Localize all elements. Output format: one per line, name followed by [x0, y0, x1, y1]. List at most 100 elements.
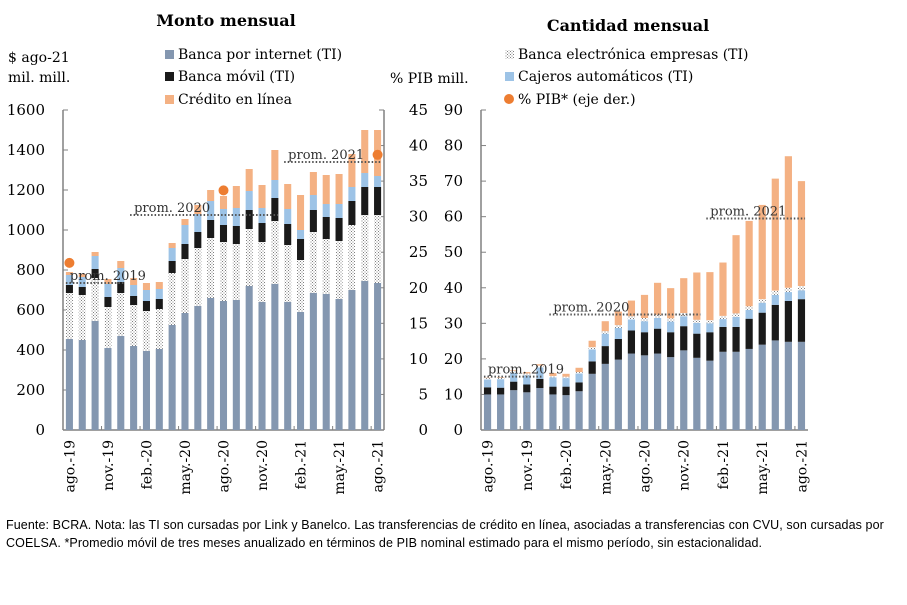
bar-segment-credito — [693, 272, 701, 320]
bar-segment-cajeros — [232, 208, 240, 226]
bar-segment-cajeros — [194, 214, 202, 232]
bar-segment-movil — [91, 269, 99, 278]
bar-segment-credito — [245, 169, 253, 191]
right-x-tick-label: ago.-19 — [481, 440, 497, 493]
bar-segment-empresas — [758, 299, 766, 303]
bar-segment-movil — [562, 386, 570, 396]
bar-segment-credito — [65, 272, 73, 275]
bar-segment-internet — [374, 283, 382, 430]
left-y-tick-label-right: 15 — [409, 314, 428, 332]
bar-segment-internet — [348, 290, 356, 430]
bar-segment-internet — [536, 388, 544, 430]
bar-segment-internet — [719, 351, 727, 430]
bar-segment-movil — [130, 296, 138, 305]
bar-segment-credito — [142, 283, 150, 290]
bar-segment-cajeros — [335, 204, 343, 218]
bar-segment-movil — [104, 297, 112, 307]
bar-segment-credito — [627, 300, 636, 317]
bar-segment-credito — [168, 243, 176, 248]
bar-segment-cajeros — [271, 180, 279, 198]
bar-segment-movil — [588, 361, 596, 374]
bar-segment-credito — [361, 130, 369, 173]
left-y-tick-label-right: 20 — [409, 279, 428, 297]
bar-segment-empresas — [322, 239, 330, 294]
bar-segment-cajeros — [374, 176, 382, 187]
bar-segment-movil — [745, 318, 753, 349]
bar-segment-credito — [194, 205, 202, 214]
bar-segment-internet — [653, 353, 662, 430]
bar-segment-empresas — [142, 311, 150, 351]
bar-segment-internet — [207, 298, 215, 430]
left-y-tick-label: 200 — [16, 381, 45, 399]
bar-segment-cajeros — [601, 333, 609, 347]
left-x-tick-label: ago.-19 — [62, 440, 78, 493]
right-y-tick-label: 70 — [444, 172, 463, 190]
bar-segment-cajeros — [361, 173, 369, 187]
right-y-tick-label: 50 — [444, 243, 463, 261]
bar-segment-credito — [322, 175, 330, 204]
bar-segment-empresas — [374, 215, 382, 283]
right-y-tick-label: 10 — [444, 385, 463, 403]
bar-segment-credito — [284, 184, 292, 209]
bar-segment-empresas — [719, 315, 727, 320]
bar-segment-credito — [181, 219, 189, 225]
bar-segment-empresas — [667, 318, 675, 322]
bar-segment-internet — [322, 294, 330, 430]
average-label: prom. 2021 — [288, 148, 364, 163]
bar-segment-cajeros — [322, 204, 330, 217]
bar-segment-cajeros — [562, 378, 570, 387]
bar-segment-empresas — [232, 244, 240, 300]
bar-segment-credito — [653, 282, 662, 315]
bar-segment-empresas — [640, 318, 649, 322]
bar-segment-internet — [219, 301, 228, 430]
bar-segment-credito — [510, 370, 518, 371]
left-x-tick-label: may.-20 — [178, 440, 194, 495]
bar-segment-internet — [797, 341, 806, 430]
left-y-tick-label: 400 — [16, 341, 45, 359]
right-y-tick-label: 60 — [444, 208, 463, 226]
bar-segment-cajeros — [640, 321, 649, 333]
left-x-tick-label: nov.-20 — [255, 440, 271, 491]
bar-segment-movil — [758, 312, 766, 345]
legend-left: Banca por internet (TI) Banca móvil (TI)… — [165, 47, 342, 108]
bar-segment-movil — [497, 387, 505, 395]
bar-segment-movil — [523, 384, 531, 393]
bar-segment-credito — [91, 252, 99, 256]
bar-segment-internet — [745, 348, 753, 430]
average-label: prom. 2019 — [488, 363, 564, 378]
bar-segment-movil — [258, 223, 266, 242]
bar-segment-movil — [361, 187, 369, 215]
bar-segment-internet — [297, 312, 305, 430]
bar-segment-movil — [335, 218, 343, 241]
bar-segment-empresas — [155, 309, 163, 349]
bar-segment-empresas — [562, 376, 570, 379]
bar-segment-credito — [207, 190, 215, 201]
left-x-tick-label: feb.-21 — [294, 440, 310, 489]
bar-segment-credito — [335, 174, 343, 204]
bar-segment-movil — [784, 300, 792, 342]
bar-segment-cajeros — [523, 375, 531, 385]
bar-segment-movil — [374, 187, 382, 215]
bar-segment-cajeros — [693, 322, 701, 334]
bar-segment-empresas — [181, 259, 189, 313]
bar-segment-cajeros — [258, 208, 266, 223]
bar-segment-internet — [168, 325, 176, 430]
bar-segment-cajeros — [245, 191, 253, 210]
legend-label-pib: % PIB* (eje der.) — [518, 92, 636, 108]
bar-segment-credito — [271, 150, 279, 180]
bar-segment-internet — [627, 353, 636, 430]
left-unit-line1: $ ago-21 — [8, 50, 70, 66]
bar-segment-internet — [271, 284, 279, 430]
left-x-tick-label: feb.-20 — [139, 440, 155, 489]
bar-segment-movil — [168, 261, 176, 273]
right-y-tick-label: 30 — [444, 314, 463, 332]
bar-segment-empresas — [130, 305, 138, 346]
left-y-tick-label: 0 — [35, 421, 45, 439]
bar-segment-movil — [181, 244, 189, 259]
bar-segment-empresas — [614, 325, 622, 328]
bar-segment-credito — [588, 340, 596, 348]
bar-segment-cajeros — [706, 323, 714, 333]
bar-segment-credito — [348, 154, 356, 187]
right-plot: 0 10 20 30 40 50 60 70 80 90 ago.-19 nov.-19 feb.-20… — [444, 101, 811, 495]
